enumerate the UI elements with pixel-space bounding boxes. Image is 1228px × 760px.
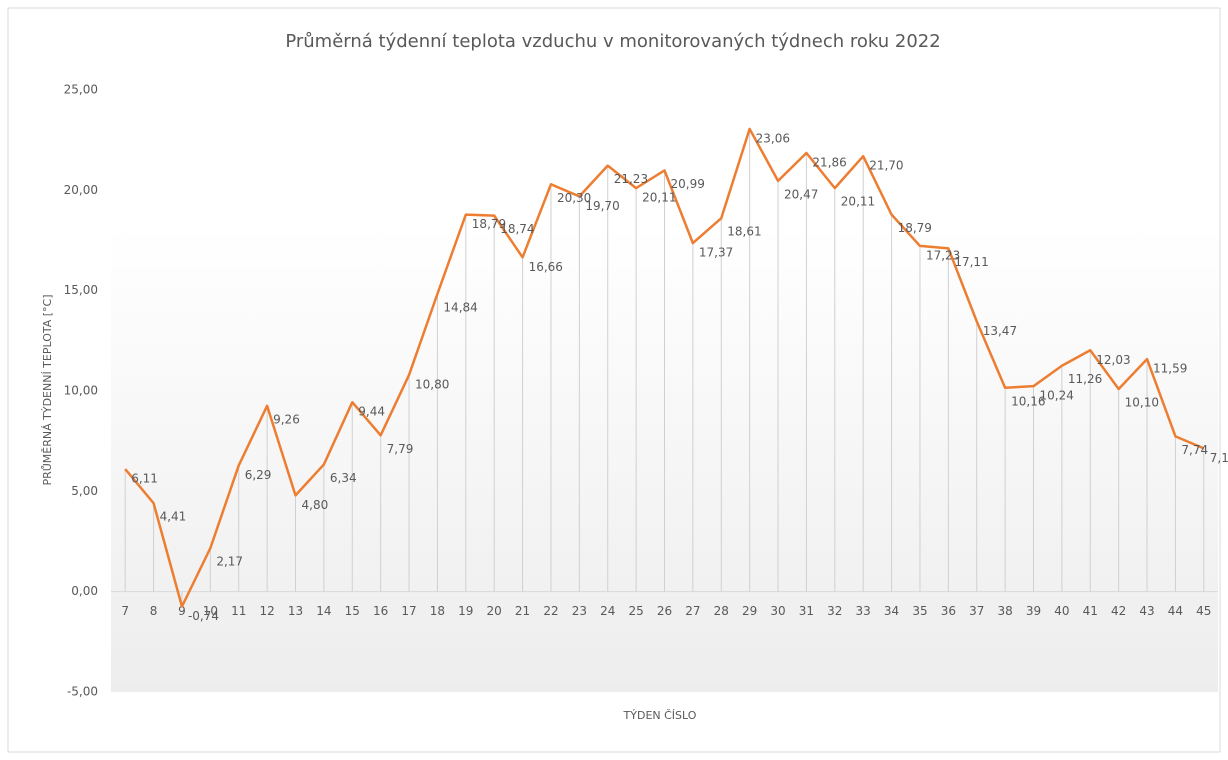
x-tick-label: 27 (685, 604, 700, 618)
data-label: 17,37 (699, 246, 733, 260)
x-tick-label: 35 (912, 604, 927, 618)
data-label: 20,11 (642, 191, 676, 205)
data-label: 7,74 (1181, 443, 1208, 457)
y-tick-label: 25,00 (64, 83, 98, 97)
data-label: 6,29 (245, 468, 272, 482)
data-label: 20,47 (784, 187, 818, 201)
data-label: 18,79 (472, 217, 506, 231)
x-tick-label: 16 (373, 604, 388, 618)
x-tick-label: 19 (458, 604, 473, 618)
data-label: 19,70 (585, 199, 619, 213)
data-label: 7,14 (1210, 451, 1228, 465)
x-tick-label: 12 (259, 604, 274, 618)
data-label: 4,80 (302, 498, 329, 512)
x-tick-label: 11 (231, 604, 246, 618)
data-label: 11,26 (1068, 372, 1102, 386)
data-label: 18,74 (500, 222, 534, 236)
data-label: 12,03 (1096, 353, 1130, 367)
x-tick-label: 44 (1168, 604, 1183, 618)
x-tick-label: 22 (543, 604, 558, 618)
data-label: 14,84 (443, 300, 477, 314)
x-tick-label: 14 (316, 604, 331, 618)
data-label: 10,10 (1125, 395, 1159, 409)
x-tick-label: 36 (941, 604, 956, 618)
data-label: 10,24 (1040, 389, 1074, 403)
data-label: 6,11 (131, 472, 158, 486)
x-tick-label: 28 (714, 604, 729, 618)
x-tick-label: 26 (657, 604, 672, 618)
x-tick-label: 15 (345, 604, 360, 618)
data-label: 20,99 (671, 177, 705, 191)
x-tick-label: 24 (600, 604, 615, 618)
x-tick-label: 43 (1139, 604, 1154, 618)
data-label: 21,86 (812, 156, 846, 170)
data-label: 18,79 (898, 221, 932, 235)
data-label: 21,23 (614, 172, 648, 186)
y-tick-label: -5,00 (67, 685, 98, 699)
data-label: 10,16 (1011, 394, 1045, 408)
data-label: 9,26 (273, 412, 300, 426)
x-tick-label: 39 (1026, 604, 1041, 618)
data-label: 7,79 (387, 442, 414, 456)
x-axis-title: TÝDEN ČÍSLO (623, 709, 697, 722)
data-label: 17,23 (926, 248, 960, 262)
x-tick-label: 38 (997, 604, 1012, 618)
x-tick-label: 33 (856, 604, 871, 618)
data-label: 13,47 (983, 324, 1017, 338)
x-tick-label: 21 (515, 604, 530, 618)
data-label: 4,41 (160, 510, 187, 524)
y-tick-label: 20,00 (64, 183, 98, 197)
y-tick-label: 0,00 (71, 584, 98, 598)
x-tick-label: 34 (884, 604, 899, 618)
data-label: 11,59 (1153, 362, 1187, 376)
data-label: 18,61 (727, 225, 761, 239)
data-label: 6,34 (330, 471, 357, 485)
data-label: 10,80 (415, 377, 449, 391)
data-label: 16,66 (529, 260, 563, 274)
x-tick-label: 17 (401, 604, 416, 618)
y-tick-label: 15,00 (64, 283, 98, 297)
x-tick-label: 13 (288, 604, 303, 618)
x-tick-label: 18 (430, 604, 445, 618)
x-tick-label: 9 (178, 604, 186, 618)
data-label: -0,74 (188, 609, 219, 623)
chart-title: Průměrná týdenní teplota vzduchu v monit… (285, 31, 940, 52)
y-tick-label: 10,00 (64, 384, 98, 398)
x-tick-label: 30 (770, 604, 785, 618)
data-line (124, 127, 1205, 608)
x-tick-label: 23 (572, 604, 587, 618)
x-tick-label: 31 (799, 604, 814, 618)
data-label: 9,44 (358, 405, 385, 419)
x-tick-label: 7 (121, 604, 129, 618)
data-label: 2,17 (216, 555, 243, 569)
x-tick-label: 20 (487, 604, 502, 618)
x-tick-label: 45 (1196, 604, 1211, 618)
x-tick-label: 40 (1054, 604, 1069, 618)
x-tick-label: 25 (628, 604, 643, 618)
data-label: 20,30 (557, 191, 591, 205)
x-tick-label: 42 (1111, 604, 1126, 618)
data-label: 20,11 (841, 195, 875, 209)
y-tick-label: 5,00 (71, 484, 98, 498)
x-tick-label: 29 (742, 604, 757, 618)
x-tick-label: 41 (1083, 604, 1098, 618)
data-label: 21,70 (869, 159, 903, 173)
y-axis-title: PRŮMĚRNÁ TÝDENNÍ TEPLOTA [°C] (41, 294, 54, 485)
x-tick-label: 10 (203, 604, 218, 618)
x-tick-label: 32 (827, 604, 842, 618)
x-tick-label: 37 (969, 604, 984, 618)
data-label: 23,06 (756, 131, 790, 145)
x-tick-label: 8 (150, 604, 158, 618)
data-label: 17,11 (954, 255, 988, 269)
